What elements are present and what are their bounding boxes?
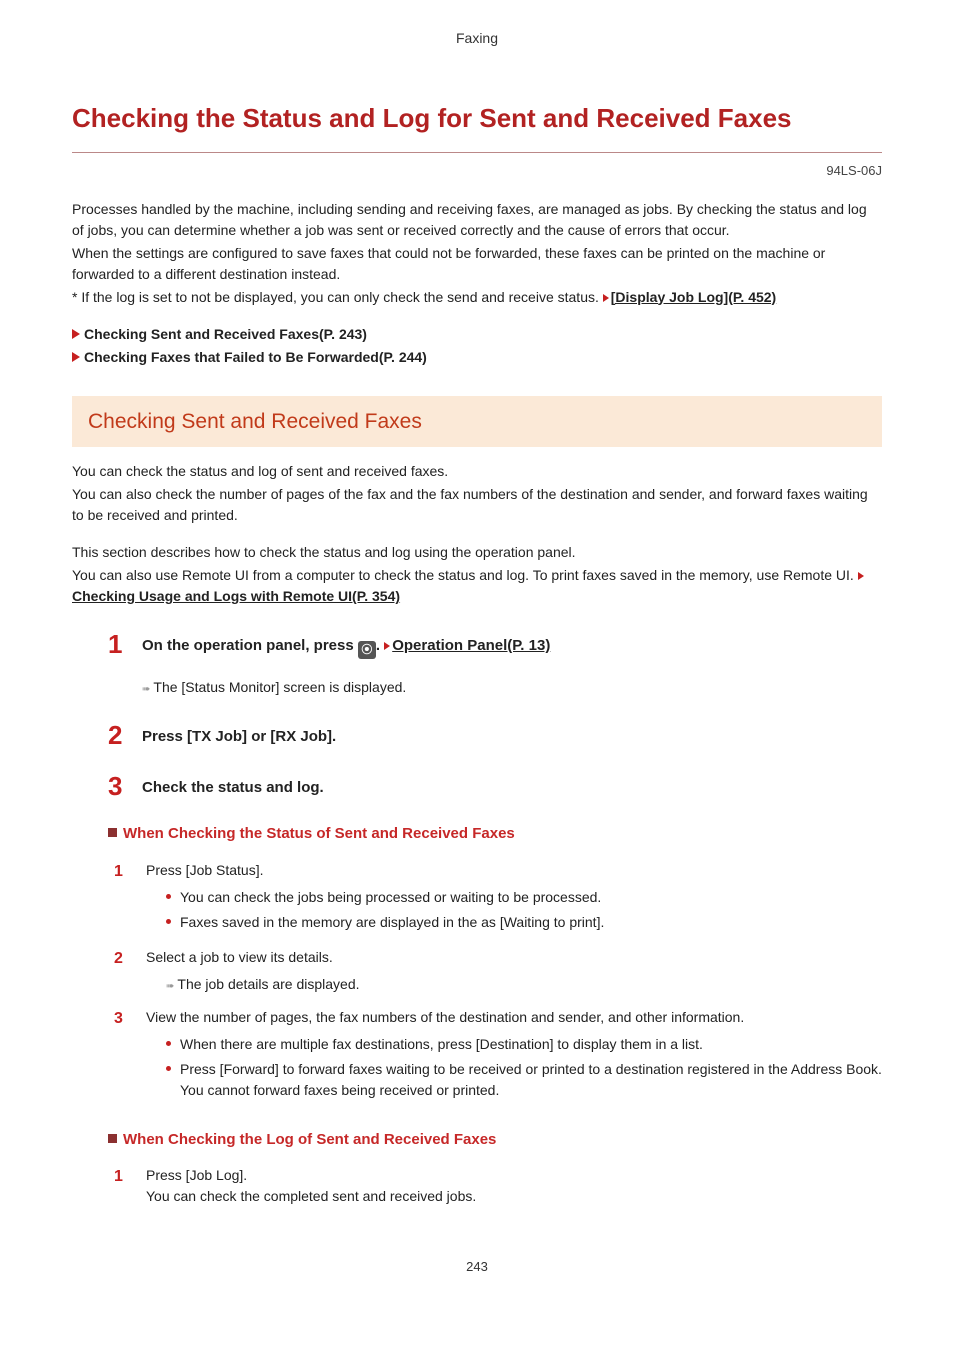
sub-a-3: 3 View the number of pages, the fax numb…	[114, 1007, 882, 1105]
step-3: 3 Check the status and log.	[108, 773, 882, 800]
step-1: 1 On the operation panel, press ⦿. Opera…	[108, 631, 882, 659]
step-2-num: 2	[108, 722, 142, 748]
toc-link-2[interactable]: Checking Faxes that Failed to Be Forward…	[72, 347, 882, 368]
sub-a-2-text: Select a job to view its details.	[146, 947, 882, 968]
result-arrow-icon: ➠	[166, 981, 173, 992]
sub-a-1-b2: Faxes saved in the memory are displayed …	[166, 912, 882, 933]
intro-p2: When the settings are configured to save…	[72, 243, 882, 285]
sub-a-2-result: ➠The job details are displayed.	[166, 974, 882, 995]
s1-p3: This section describes how to check the …	[72, 542, 882, 563]
section1-block2: This section describes how to check the …	[72, 542, 882, 607]
toc-links: Checking Sent and Received Faxes(P. 243)…	[72, 324, 882, 368]
sub-b-1: 1 Press [Job Log]. You can check the com…	[114, 1165, 882, 1207]
step-1-num: 1	[108, 631, 142, 657]
operation-panel-link[interactable]: Operation Panel(P. 13)	[392, 637, 550, 654]
sub-a-2: 2 Select a job to view its details. ➠The…	[114, 947, 882, 997]
intro-p1: Processes handled by the machine, includ…	[72, 199, 882, 241]
step-1-result: ➠The [Status Monitor] screen is displaye…	[142, 677, 882, 698]
settings-button-icon: ⦿	[358, 641, 376, 659]
header-category: Faxing	[72, 28, 882, 49]
intro-p3: * If the log is set to not be displayed,…	[72, 287, 882, 308]
sub-a-3-b1: When there are multiple fax destinations…	[166, 1034, 882, 1055]
doc-code: 94LS-06J	[72, 161, 882, 181]
sub-heading-a: When Checking the Status of Sent and Rec…	[108, 823, 882, 846]
step-2-text: Press [TX Job] or [RX Job].	[142, 722, 336, 749]
remote-ui-link[interactable]: Checking Usage and Logs with Remote UI(P…	[72, 588, 400, 604]
link-icon	[603, 294, 609, 302]
sub-a-1: 1 Press [Job Status]. You can check the …	[114, 860, 882, 937]
sub-b-1-text: Press [Job Log].	[146, 1165, 882, 1186]
sub-a-1-text: Press [Job Status].	[146, 860, 882, 881]
result-arrow-icon: ➠	[142, 684, 149, 695]
sub-a-3-b2: Press [Forward] to forward faxes waiting…	[166, 1059, 882, 1101]
link-icon	[384, 642, 390, 650]
intro-p3-pre: * If the log is set to not be displayed,…	[72, 289, 603, 305]
sub-a-1-b1: You can check the jobs being processed o…	[166, 887, 882, 908]
square-icon	[108, 828, 117, 837]
sub-a-2-num: 2	[114, 947, 146, 997]
arrow-icon	[72, 352, 80, 362]
step-2: 2 Press [TX Job] or [RX Job].	[108, 722, 882, 749]
s1-p4: You can also use Remote UI from a comput…	[72, 565, 882, 607]
s1-p1: You can check the status and log of sent…	[72, 461, 882, 482]
sub-b-1-line: You can check the completed sent and rec…	[146, 1186, 882, 1207]
display-job-log-link[interactable]: [Display Job Log](P. 452)	[611, 289, 776, 305]
sub-a-3-text: View the number of pages, the fax number…	[146, 1007, 882, 1028]
toc-link-1[interactable]: Checking Sent and Received Faxes(P. 243)	[72, 324, 882, 345]
step-3-text: Check the status and log.	[142, 773, 324, 800]
page-number: 243	[72, 1257, 882, 1277]
step-1-text: On the operation panel, press ⦿. Operati…	[142, 631, 550, 659]
page-title: Checking the Status and Log for Sent and…	[72, 99, 882, 153]
intro-block: Processes handled by the machine, includ…	[72, 199, 882, 308]
arrow-icon	[72, 329, 80, 339]
sub-a-1-num: 1	[114, 860, 146, 937]
s1-p2: You can also check the number of pages o…	[72, 484, 882, 526]
sub-a-3-num: 3	[114, 1007, 146, 1105]
section-banner: Checking Sent and Received Faxes	[72, 396, 882, 448]
square-icon	[108, 1134, 117, 1143]
link-icon	[858, 572, 864, 580]
sub-heading-b: When Checking the Log of Sent and Receiv…	[108, 1129, 882, 1152]
step-3-num: 3	[108, 773, 142, 799]
section1-block1: You can check the status and log of sent…	[72, 461, 882, 526]
sub-b-1-num: 1	[114, 1165, 146, 1207]
